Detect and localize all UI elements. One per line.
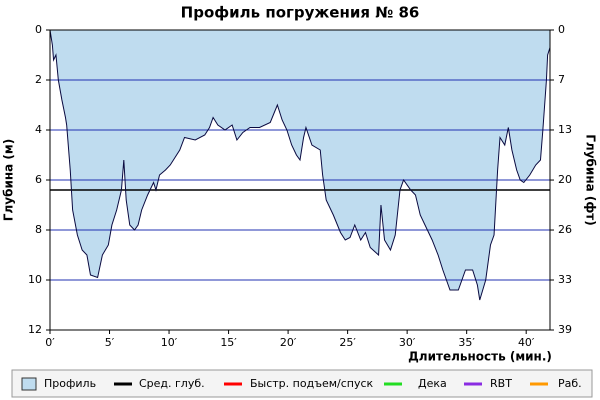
y-tick-label: 2 [35, 73, 42, 86]
legend-label: Профиль [44, 377, 96, 390]
plot-frame [49, 29, 551, 331]
profile-line [49, 29, 551, 301]
y2-tick-label: 33 [558, 273, 572, 286]
x-tick-label: 25′ [339, 336, 356, 349]
y2-tick-label: 26 [558, 223, 572, 236]
legend-label: RBT [490, 377, 512, 390]
x-tick-label: 20′ [280, 336, 297, 349]
y2-tick-label: 7 [558, 73, 565, 86]
y-axis-label: Глубина (м) [2, 139, 16, 221]
y2-tick-label: 39 [558, 323, 572, 336]
y-tick-label: 8 [35, 223, 42, 236]
legend-label: Дека [418, 377, 447, 390]
y2-axis-label: Глубина (фт) [584, 134, 598, 225]
chart-title: Профиль погружения № 86 [181, 4, 420, 22]
profile-area [50, 30, 550, 300]
y2-tick-label: 0 [558, 23, 565, 36]
y-tick-label: 4 [35, 123, 42, 136]
y2-tick-label: 20 [558, 173, 572, 186]
x-tick-label: 35′ [458, 336, 475, 349]
x-tick-label: 15′ [220, 336, 237, 349]
legend-box [11, 369, 593, 398]
x-tick-label: 40′ [518, 336, 535, 349]
y-tick-label: 0 [35, 23, 42, 36]
legend-label: Быстр. подъем/спуск [250, 377, 374, 390]
x-tick-label: 10′ [161, 336, 178, 349]
legend-label: Сред. глуб. [139, 377, 205, 390]
x-tick-label: 5′ [105, 336, 115, 349]
legend-swatch [21, 377, 37, 391]
y2-tick-label: 13 [558, 123, 572, 136]
x-axis-label: Длительность (мин.) [408, 350, 552, 364]
y-tick-label: 10 [28, 273, 42, 286]
legend-label: Раб. [558, 377, 582, 390]
x-tick-label: 0′ [45, 336, 55, 349]
x-tick-label: 30′ [399, 336, 416, 349]
y-tick-label: 12 [28, 323, 42, 336]
y-tick-label: 6 [35, 173, 42, 186]
